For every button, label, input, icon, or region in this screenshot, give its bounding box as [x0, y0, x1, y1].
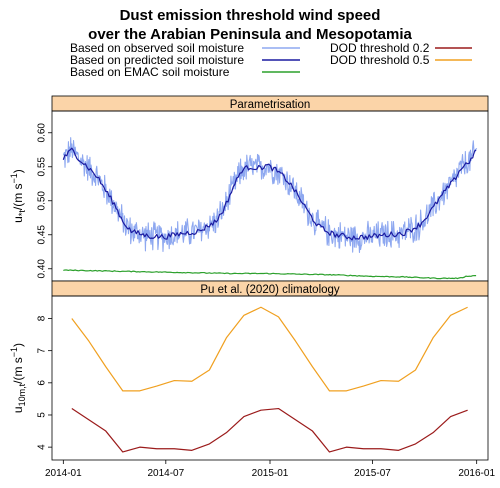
panel1-series-line-0 [62, 137, 478, 254]
chart-title-line2: over the Arabian Peninsula and Mesopotam… [88, 26, 412, 43]
legend: Based on observed soil moisture Based on… [70, 41, 472, 79]
panel1-strip-title: Parametrisation [230, 99, 311, 111]
panel2-plot-area [51, 295, 489, 461]
panel2-series [71, 306, 468, 453]
x-tick-label: 2014-07 [147, 468, 184, 479]
legend-label-predicted: Based on predicted soil moisture [70, 53, 244, 67]
panel1-series-line-1 [62, 147, 477, 241]
x-axis: 2014-01 2014-07 2015-01 2015-07 2016-01 [45, 460, 495, 479]
panel1-y-axis: 0.40 0.45 0.50 0.55 0.60 [37, 123, 52, 279]
panel2-y-tick-label: 5 [37, 412, 48, 418]
legend-label-observed: Based on observed soil moisture [70, 41, 244, 55]
panel1-y-tick-label: 0.50 [37, 191, 48, 211]
panel2-y-tick-label: 6 [37, 380, 48, 386]
panel1-y-tick-label: 0.40 [37, 259, 48, 279]
panel2-y-tick-label: 8 [37, 315, 48, 321]
panel1-y-tick-label: 0.60 [37, 123, 48, 143]
panel1-series-line-2 [63, 269, 477, 280]
legend-label-dod05: DOD threshold 0.5 [330, 53, 430, 67]
panel2-y-tick-label: 4 [37, 444, 48, 450]
x-tick-label: 2015-07 [354, 468, 391, 479]
legend-label-emac: Based on EMAC soil moisture [70, 65, 230, 79]
panel1-series [62, 137, 478, 280]
panel2-y-tick-label: 7 [37, 347, 48, 353]
chart-title-line1: Dust emission threshold wind speed [120, 7, 381, 24]
panel1-y-tick-label: 0.45 [37, 225, 48, 245]
panel2-series-line-1 [71, 407, 468, 453]
panel1-plot-area [51, 110, 489, 282]
panel2-y-axis: 4 5 6 7 8 [37, 315, 52, 450]
legend-label-dod02: DOD threshold 0.2 [330, 41, 430, 55]
panel1-y-axis-label: u*t/(m s−1) [9, 169, 27, 223]
panel-climatology: Pu et al. (2020) climatology 4 5 6 7 8 u10m,… [9, 280, 489, 461]
x-tick-label: 2016-01 [458, 468, 495, 479]
panel2-y-axis-label: u10m,t/(m s−1) [9, 343, 27, 413]
x-tick-label: 2015-01 [252, 468, 289, 479]
panel1-y-tick-label: 0.55 [37, 157, 48, 177]
panel-parametrisation: Parametrisation 0.40 0.45 0.50 0.55 0.60 u*t… [9, 95, 489, 282]
panel2-strip-title: Pu et al. (2020) climatology [200, 284, 340, 296]
panel2-series-line-0 [71, 306, 468, 392]
x-tick-label: 2014-01 [45, 468, 82, 479]
